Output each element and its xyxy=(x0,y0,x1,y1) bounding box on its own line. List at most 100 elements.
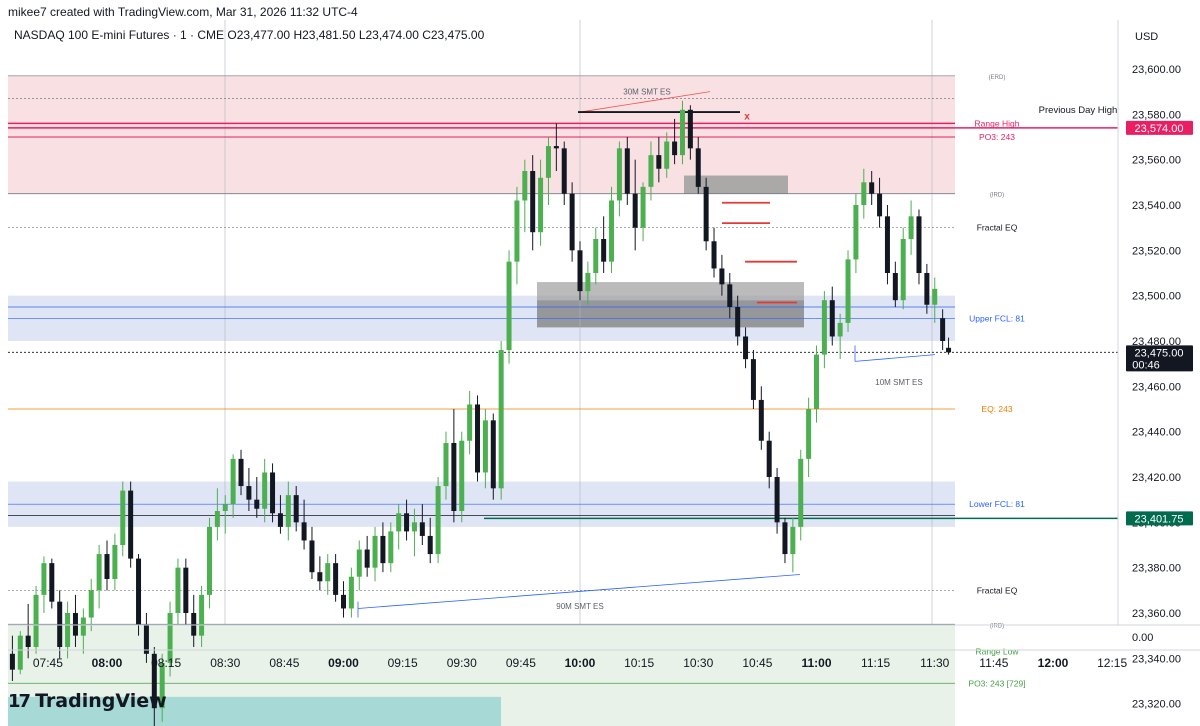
candle-64[interactable] xyxy=(514,186,520,285)
candle-83[interactable] xyxy=(664,132,670,178)
candle-62[interactable] xyxy=(498,341,504,500)
candle-22[interactable] xyxy=(183,558,189,625)
candle-8[interactable] xyxy=(72,594,78,647)
candle-110[interactable] xyxy=(877,177,883,228)
candle-4[interactable] xyxy=(41,556,47,613)
candle-95[interactable] xyxy=(758,386,764,450)
candle-23[interactable] xyxy=(191,594,197,647)
candle-85[interactable] xyxy=(679,100,685,165)
candle-118[interactable] xyxy=(940,309,946,351)
candle-26[interactable] xyxy=(214,488,220,541)
candle-15[interactable] xyxy=(128,481,134,568)
candle-88[interactable] xyxy=(703,177,709,251)
candle-119[interactable] xyxy=(946,337,952,355)
candle-27[interactable] xyxy=(222,495,228,534)
candle-60[interactable] xyxy=(482,409,488,489)
candle-71[interactable] xyxy=(569,182,575,262)
price-badge-green[interactable]: 23,401.75 xyxy=(1126,511,1193,526)
candle-90[interactable] xyxy=(719,254,725,296)
candle-99[interactable] xyxy=(790,517,796,573)
candle-19[interactable] xyxy=(159,653,165,722)
candle-74[interactable] xyxy=(593,227,599,285)
candle-63[interactable] xyxy=(506,250,512,364)
candle-67[interactable] xyxy=(538,159,544,246)
candle-33[interactable] xyxy=(270,463,276,523)
candle-39[interactable] xyxy=(317,556,323,591)
candle-84[interactable] xyxy=(672,118,678,165)
candle-69[interactable] xyxy=(553,123,559,171)
candle-80[interactable] xyxy=(640,182,646,242)
candle-91[interactable] xyxy=(727,273,733,319)
candle-43[interactable] xyxy=(348,567,354,618)
candle-3[interactable] xyxy=(33,585,39,654)
candle-117[interactable] xyxy=(932,277,938,323)
candle-44[interactable] xyxy=(356,540,362,591)
candle-100[interactable] xyxy=(798,449,804,541)
candle-11[interactable] xyxy=(96,545,102,609)
candle-111[interactable] xyxy=(884,205,890,285)
candle-41[interactable] xyxy=(333,554,339,602)
candle-105[interactable] xyxy=(837,313,843,360)
candle-46[interactable] xyxy=(372,526,378,582)
candle-38[interactable] xyxy=(309,526,315,579)
candle-87[interactable] xyxy=(695,137,701,194)
candle-102[interactable] xyxy=(814,345,819,423)
candle-59[interactable] xyxy=(475,395,481,482)
candle-12[interactable] xyxy=(104,540,110,591)
candle-97[interactable] xyxy=(774,467,780,534)
candle-35[interactable] xyxy=(285,481,291,541)
symbol-ohlc-line[interactable]: NASDAQ 100 E-mini Futures · 1 · CME O23,… xyxy=(14,28,485,42)
candle-78[interactable] xyxy=(624,137,630,205)
candle-0[interactable] xyxy=(9,635,15,681)
candle-101[interactable] xyxy=(806,397,812,477)
candle-16[interactable] xyxy=(136,554,142,636)
candle-53[interactable] xyxy=(427,517,433,564)
candle-31[interactable] xyxy=(254,477,260,518)
candle-113[interactable] xyxy=(900,227,906,310)
candle-61[interactable] xyxy=(490,413,496,500)
candle-93[interactable] xyxy=(743,327,749,369)
candle-28[interactable] xyxy=(230,454,236,518)
candle-81[interactable] xyxy=(648,141,654,201)
candle-18[interactable] xyxy=(151,647,157,726)
candle-98[interactable] xyxy=(782,517,788,564)
candle-56[interactable] xyxy=(451,409,457,523)
candle-58[interactable] xyxy=(467,390,473,455)
candle-34[interactable] xyxy=(277,495,283,534)
candle-7[interactable] xyxy=(65,601,71,659)
candle-104[interactable] xyxy=(829,286,835,346)
candle-89[interactable] xyxy=(711,227,717,278)
candle-92[interactable] xyxy=(735,295,741,346)
candle-24[interactable] xyxy=(199,585,205,647)
candle-115[interactable] xyxy=(916,209,922,285)
candle-108[interactable] xyxy=(861,168,867,219)
candle-50[interactable] xyxy=(404,499,410,541)
candle-86[interactable] xyxy=(687,105,693,160)
candle-1[interactable] xyxy=(17,631,23,675)
candle-106[interactable] xyxy=(845,250,851,332)
candle-2[interactable] xyxy=(25,603,31,659)
candle-52[interactable] xyxy=(419,504,425,545)
candle-29[interactable] xyxy=(238,449,244,496)
candle-32[interactable] xyxy=(262,458,268,523)
candle-48[interactable] xyxy=(388,522,394,573)
candle-77[interactable] xyxy=(616,141,622,217)
candle-36[interactable] xyxy=(293,486,299,532)
candle-20[interactable] xyxy=(167,601,173,677)
candle-66[interactable] xyxy=(530,155,536,251)
candle-76[interactable] xyxy=(609,186,615,273)
candle-112[interactable] xyxy=(892,261,898,307)
candle-109[interactable] xyxy=(869,171,875,205)
candle-72[interactable] xyxy=(577,241,583,301)
candle-5[interactable] xyxy=(49,558,55,609)
candle-73[interactable] xyxy=(585,261,591,305)
candle-9[interactable] xyxy=(80,608,86,654)
candle-13[interactable] xyxy=(112,533,118,591)
candle-96[interactable] xyxy=(766,431,772,489)
price-badge-pink[interactable]: 23,574.00 xyxy=(1126,120,1193,135)
candle-55[interactable] xyxy=(443,431,449,500)
candle-6[interactable] xyxy=(57,590,63,659)
candle-107[interactable] xyxy=(853,193,859,273)
